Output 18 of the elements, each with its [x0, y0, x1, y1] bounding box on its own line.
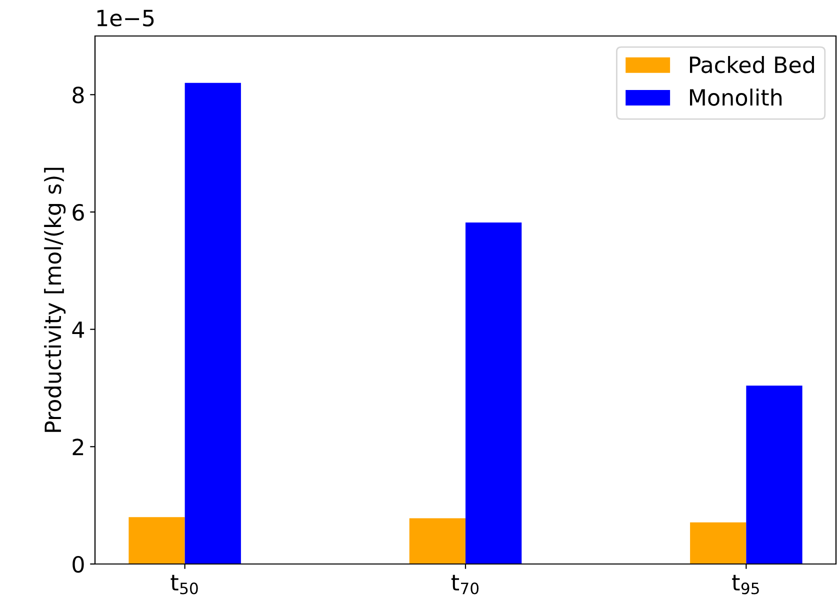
legend-label: Monolith: [690, 88, 782, 106]
bar: [128, 517, 185, 564]
x-tick-label: t$_{95}$: [732, 574, 759, 594]
y-tick-label: 4: [72, 322, 84, 338]
bar: [409, 518, 466, 564]
y-tick-label: 2: [72, 438, 84, 456]
x-tick-label: t$_{50}$: [170, 574, 198, 594]
y-axis-title: Productivity [mol/(kg s)]: [44, 168, 66, 432]
text: 1e−5: [97, 10, 154, 26]
y-tick-label: 0: [72, 556, 84, 573]
bar: [184, 82, 241, 564]
y-tick-label: 8: [72, 86, 84, 104]
x-tick-label: t$_{70}$: [451, 574, 479, 594]
y-tick-label: 6: [72, 204, 84, 221]
bar: [690, 522, 746, 564]
legend-label: Packed Bed: [690, 56, 814, 74]
bar: [746, 386, 802, 564]
bar: [466, 222, 522, 564]
